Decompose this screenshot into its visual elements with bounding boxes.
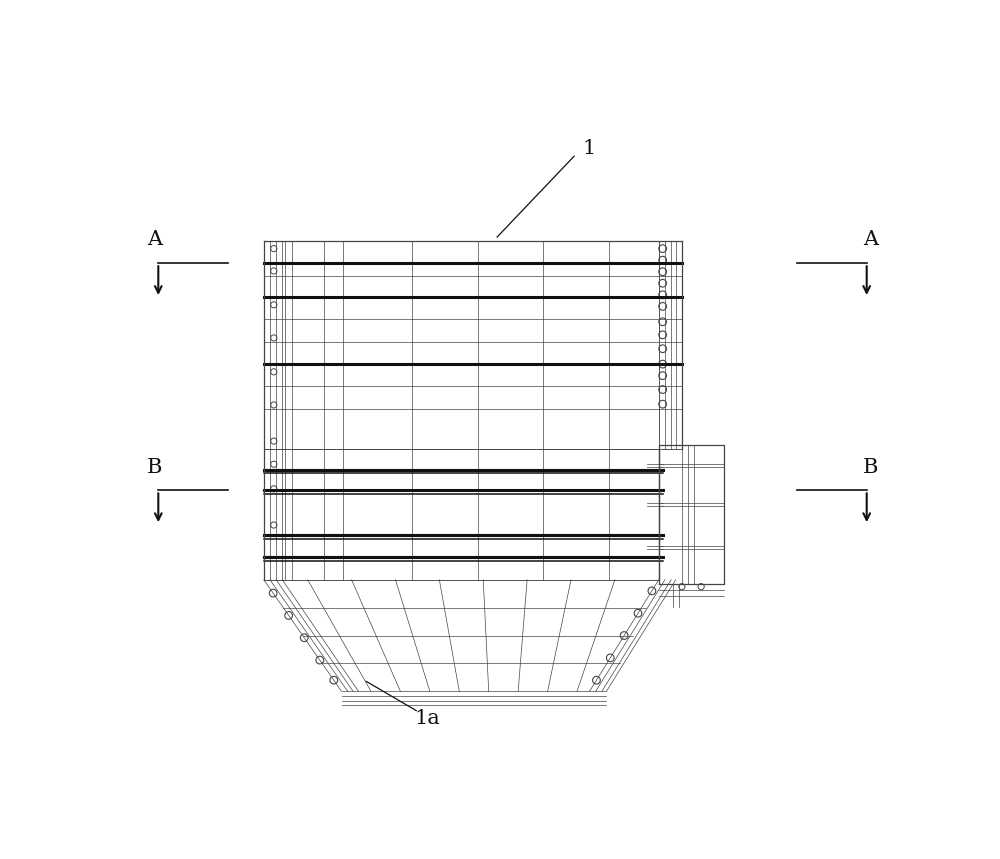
Text: 1: 1: [583, 139, 596, 158]
Text: 1a: 1a: [415, 709, 441, 728]
Text: A: A: [147, 230, 162, 249]
Text: B: B: [863, 458, 878, 477]
Text: B: B: [147, 458, 162, 477]
Text: A: A: [863, 230, 878, 249]
